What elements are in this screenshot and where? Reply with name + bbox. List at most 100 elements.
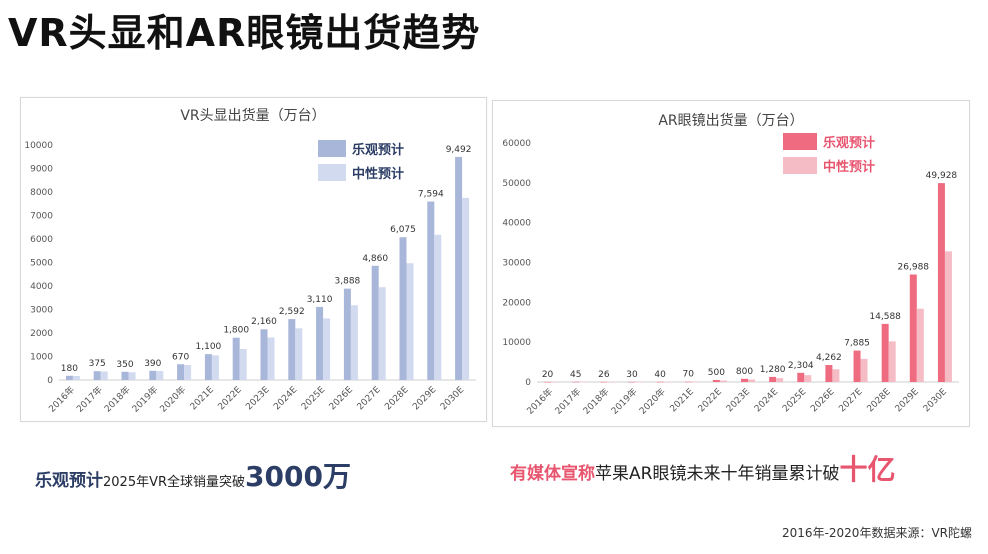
vr-bar-neutral (462, 197, 470, 380)
vr-y-tick-label: 1000 (30, 353, 53, 363)
vr-caption: 乐观预计2025年VR全球销量突破3000万 (35, 455, 351, 495)
vr-data-label: 390 (144, 359, 161, 369)
vr-x-tick-label: 2030E (439, 385, 467, 413)
vr-bar-neutral (239, 348, 247, 380)
ar-caption-middle: 苹果AR眼镜未来十年销量累计破 (595, 464, 840, 484)
vr-data-label: 180 (61, 364, 78, 374)
vr-bar-optimistic (65, 375, 73, 380)
ar-x-tick-label: 2019年 (609, 386, 640, 417)
vr-x-tick-label: 2027E (356, 385, 384, 413)
ar-data-label: 800 (736, 367, 753, 377)
ar-y-tick-label: 0 (525, 378, 531, 388)
ar-bar-neutral (748, 379, 755, 382)
vr-bar-optimistic (371, 265, 379, 380)
ar-data-label: 7,885 (844, 339, 870, 349)
ar-y-tick-label: 20000 (502, 298, 531, 308)
ar-bar-optimistic (572, 381, 580, 383)
vr-data-label: 670 (172, 352, 189, 362)
ar-data-label: 14,588 (869, 312, 901, 322)
ar-data-label: 30 (626, 370, 638, 380)
ar-bar-optimistic (544, 381, 552, 383)
vr-y-tick-label: 9000 (30, 165, 53, 175)
vr-bar-neutral (406, 263, 414, 380)
ar-data-label: 45 (570, 370, 581, 380)
vr-bar-neutral (378, 287, 386, 380)
ar-legend-label-optimistic: 乐观预计 (823, 135, 875, 151)
vr-x-tick-label: 2029E (411, 385, 439, 413)
vr-bar-optimistic (316, 306, 324, 380)
ar-data-label: 500 (708, 368, 725, 378)
vr-bar-optimistic (455, 156, 463, 380)
ar-data-label: 26 (598, 370, 610, 380)
vr-bar-optimistic (343, 288, 351, 380)
ar-bar-optimistic (909, 274, 917, 382)
vr-legend-swatch-neutral (318, 164, 346, 181)
ar-x-tick-label: 2017年 (552, 386, 583, 417)
ar-x-tick-label: 2024E (753, 387, 781, 415)
ar-x-tick-label: 2025E (781, 387, 809, 415)
ar-caption-emphasis: 有媒体宣称 (510, 464, 595, 484)
ar-bar-optimistic (853, 350, 861, 382)
ar-bar-neutral (691, 381, 699, 383)
vr-bar-neutral (100, 371, 108, 380)
ar-x-tick-label: 2028E (865, 387, 893, 415)
ar-data-label: 2,304 (788, 361, 814, 371)
vr-y-tick-label: 5000 (30, 259, 53, 269)
vr-x-tick-label: 2018年 (102, 384, 133, 415)
vr-bar-neutral (434, 234, 442, 380)
vr-bar-optimistic (93, 371, 101, 380)
vr-caption-emphasis: 乐观预计 (35, 471, 103, 491)
ar-x-tick-label: 2021E (669, 387, 697, 415)
vr-data-label: 6,075 (390, 225, 416, 235)
ar-caption: 有媒体宣称苹果AR眼镜未来十年销量累计破十亿 (510, 448, 895, 488)
vr-x-tick-label: 2019年 (129, 384, 160, 415)
vr-x-tick-label: 2017年 (74, 384, 105, 415)
ar-bar-optimistic (684, 381, 692, 383)
ar-bar-optimistic (656, 381, 664, 383)
ar-y-tick-label: 10000 (502, 338, 531, 348)
vr-chart-panel: VR头显出货量（万台） 0 1000 2000 3000 4000 5000 6000 7000… (20, 97, 487, 422)
vr-x-tick-label: 2026E (328, 385, 356, 413)
ar-bar-neutral (635, 381, 643, 383)
ar-data-label: 70 (683, 370, 695, 380)
ar-y-tick-label: 50000 (502, 179, 531, 189)
ar-x-tick-label: 2018年 (580, 386, 611, 417)
vr-chart-title: VR头显出货量（万台） (180, 107, 325, 124)
vr-x-tick-label: 2024E (272, 385, 300, 413)
ar-x-tick-label: 2022E (697, 387, 725, 415)
ar-y-tick-label: 30000 (502, 259, 531, 269)
ar-data-label: 26,988 (898, 262, 930, 272)
ar-bar-neutral (551, 381, 559, 383)
ar-caption-big: 十亿 (839, 453, 896, 486)
vr-data-label: 4,860 (362, 254, 388, 264)
vr-bar-neutral (128, 372, 136, 380)
vr-bar-neutral (156, 371, 164, 380)
ar-bar-neutral (832, 369, 840, 382)
ar-bar-optimistic (881, 323, 889, 382)
ar-bar-optimistic (797, 372, 805, 382)
vr-legend-label-optimistic: 乐观预计 (352, 142, 404, 158)
vr-caption-middle: 2025年VR全球销量突破 (103, 475, 246, 490)
ar-x-tick-label: 2026E (809, 387, 837, 415)
vr-data-label: 375 (89, 359, 106, 369)
ar-legend-label-neutral: 中性预计 (823, 159, 875, 175)
vr-bar-optimistic (288, 319, 296, 380)
ar-bar-neutral (888, 341, 896, 382)
vr-legend-label-neutral: 中性预计 (352, 166, 404, 182)
vr-bar-optimistic (204, 354, 212, 380)
vr-bar-optimistic (399, 237, 407, 380)
ar-x-tick-label: 2027E (837, 387, 865, 415)
vr-bar-neutral (184, 364, 192, 380)
vr-x-tick-label: 2025E (300, 385, 328, 413)
ar-data-label: 20 (542, 370, 554, 380)
ar-x-tick-label: 2023E (725, 387, 753, 415)
vr-x-tick-label: 2028E (383, 385, 411, 413)
ar-bar-neutral (776, 378, 784, 382)
vr-bar-neutral (267, 337, 275, 380)
vr-shipments-chart: VR头显出货量（万台） 0 1000 2000 3000 4000 5000 6000 7000… (24, 107, 476, 415)
vr-data-label: 3,888 (335, 277, 361, 287)
vr-y-tick-label: 8000 (30, 188, 53, 198)
vr-y-tick-label: 6000 (30, 235, 53, 245)
vr-data-label: 7,594 (418, 190, 444, 200)
ar-bar-neutral (607, 381, 615, 383)
